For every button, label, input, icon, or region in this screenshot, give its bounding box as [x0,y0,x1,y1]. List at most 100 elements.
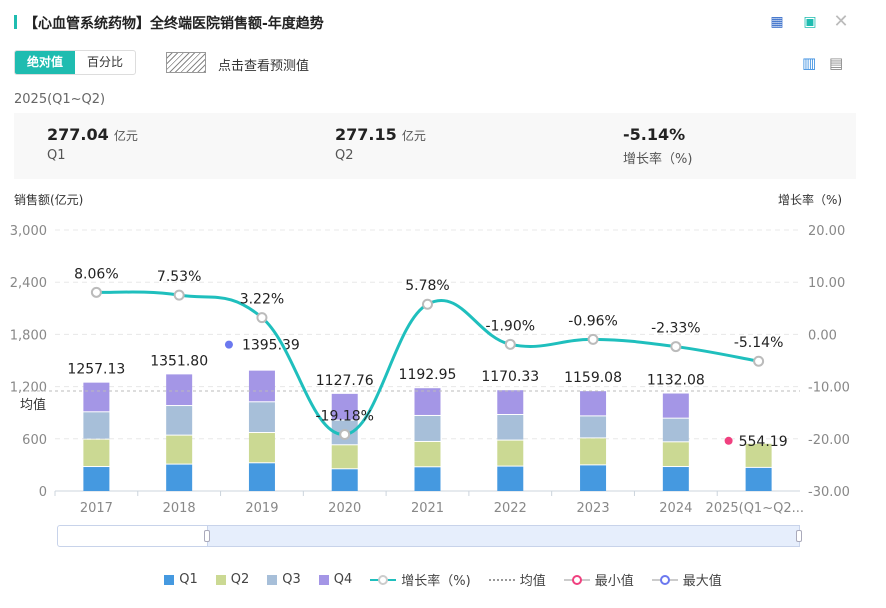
total-label: 1395.39 [242,338,300,354]
forecast-pattern-swatch[interactable] [166,52,206,73]
growth-label: 3.22% [240,292,284,308]
legend-label: 均值 [519,574,546,589]
total-label: 1192.95 [399,367,457,383]
legend-label: Q3 [282,572,301,587]
bar-q3 [580,416,607,438]
value-mode-toggle: 绝对值 百分比 [14,50,137,75]
x-tick-label: 2021 [411,501,444,516]
growth-label: 7.53% [157,269,201,285]
bar-q3 [166,406,193,435]
x-tick-label: 2022 [494,501,527,516]
bar-q2 [497,440,524,466]
growth-point [90,286,102,298]
total-label: 1351.80 [150,353,208,369]
legend-label: 最大值 [682,574,722,589]
bar-q2 [331,445,358,469]
x-tick-label: 2025(Q1~Q2... [706,501,804,516]
legend-mean[interactable]: 均值 [488,570,546,589]
bar-q1 [580,465,607,491]
bar-q3 [414,415,441,441]
bar-q2 [414,441,441,467]
legend-max[interactable]: 最大值 [651,570,722,589]
bar-chart-icon[interactable]: ▥ [802,54,817,72]
summary-unit: 亿元 [113,129,138,143]
bar-q4 [414,388,441,415]
min-marker [724,436,733,445]
legend-max-icon [651,574,678,585]
bar-q1 [745,467,772,491]
bar-q2 [580,438,607,465]
summary-panel: 277.04 亿元 Q1 277.15 亿元 Q2 -5.14% 增长率（%) [14,113,856,179]
datazoom-selection[interactable] [207,525,800,547]
legend-dash-icon [488,578,515,581]
x-tick-label: 2023 [577,501,610,516]
legend-q3[interactable]: Q3 [267,570,301,589]
legend-min[interactable]: 最小值 [563,570,634,589]
y-tick-label: 0 [39,485,47,500]
growth-label: 8.06% [74,266,118,282]
bar-q1 [331,469,358,491]
y-tick-label: 2,400 [10,276,47,291]
growth-point [670,341,682,353]
close-icon[interactable]: ✕ [833,11,849,32]
legend-min-icon [563,574,590,585]
legend-label: 最小值 [594,574,634,589]
x-tick-label: 2019 [245,501,278,516]
summary-value: 277.15 [335,125,397,144]
datazoom-handle-left[interactable] [204,530,210,542]
growth-line [96,290,759,437]
growth-label: -19.18% [316,409,374,425]
growth-point [587,333,599,345]
bar-q4 [497,390,524,415]
bar-q4 [166,374,193,406]
x-tick-label: 2024 [659,501,692,516]
total-label: 1132.08 [647,373,705,389]
period-label: 2025(Q1~Q2) [14,92,106,107]
legend-label: Q1 [179,572,198,587]
bar-q4 [580,391,607,416]
bar-q4 [662,393,689,418]
tab-percent[interactable]: 百分比 [87,55,124,69]
forecast-toggle-label[interactable]: 点击查看预测值 [218,59,310,74]
datazoom-handle-right[interactable] [796,530,802,542]
tab-absolute[interactable]: 绝对值 [15,51,76,74]
bar-q1 [497,466,524,491]
legend-growth[interactable]: 增长率（%) [370,570,471,589]
excel-export-icon[interactable]: ▦ [770,14,784,30]
growth-label: -2.33% [651,321,701,337]
bar-q3 [662,418,689,442]
legend-q4[interactable]: Q4 [318,570,352,589]
legend-q2[interactable]: Q2 [215,570,250,589]
legend-swatch [215,574,226,585]
document-icon[interactable]: ▤ [829,54,844,72]
bar-q2 [662,442,689,467]
legend-label: Q2 [230,572,250,587]
legend-line-icon [370,574,397,585]
image-export-icon[interactable]: ▣ [803,14,817,30]
y2-tick-label: 0.00 [808,328,837,343]
y-tick-label: 1,200 [10,381,47,396]
y2-tick-label: -30.00 [808,485,850,500]
bar-q4 [83,382,110,412]
legend-q1[interactable]: Q1 [164,570,198,589]
growth-point [339,429,351,441]
legend-swatch [164,574,175,585]
growth-point [422,298,433,310]
growth-label: 5.78% [405,278,449,294]
bar-q4 [248,370,275,402]
summary-q1: 277.04 亿元 Q1 [47,125,138,163]
summary-label: Q2 [335,148,354,163]
bar-q3 [83,412,110,439]
bar-q2 [83,439,110,467]
summary-label: Q1 [47,148,66,163]
chart-svg: 0 -30.00 600 -20.00 1,200 -10.00 1,800 0.00 2,40… [10,224,850,516]
bar-q3 [248,402,275,433]
summary-label: 增长率（%) [623,152,693,167]
y2-tick-label: -20.00 [808,433,850,448]
summary-value: 277.04 [47,125,109,144]
y2-axis-title: 增长率（%) [778,193,843,207]
growth-label: -0.96% [568,313,618,329]
legend-swatch [267,574,278,585]
growth-point [504,338,516,350]
bar-q3 [497,415,524,440]
